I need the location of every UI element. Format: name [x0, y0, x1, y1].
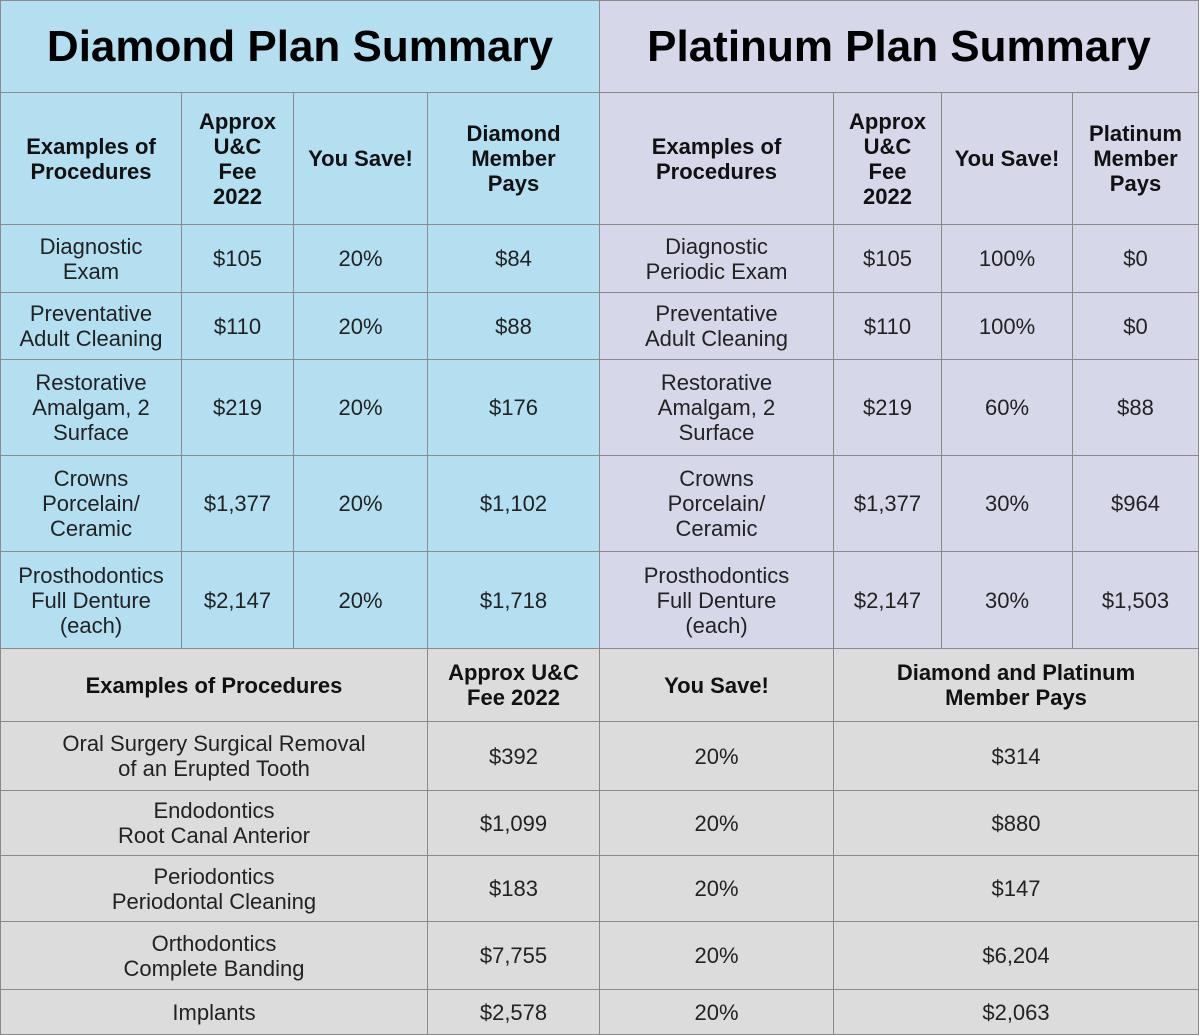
table-cell: $0	[1072, 224, 1199, 293]
table-cell: 100%	[941, 292, 1073, 360]
table-cell: Crowns Porcelain/ Ceramic	[0, 455, 182, 552]
table-cell: $183	[427, 855, 600, 922]
table-cell: $314	[833, 721, 1199, 791]
table-cell: 20%	[293, 551, 428, 649]
table-cell: 30%	[941, 551, 1073, 649]
table-cell: $84	[427, 224, 600, 293]
table-cell: $964	[1072, 455, 1199, 552]
column-header: Examples of Procedures	[599, 92, 834, 225]
table-cell: Restorative Amalgam, 2 Surface	[599, 359, 834, 456]
table-cell: $110	[833, 292, 942, 360]
table-cell: Diagnostic Exam	[0, 224, 182, 293]
column-header: Examples of Procedures	[0, 648, 428, 722]
column-header: Diamond and Platinum Member Pays	[833, 648, 1199, 722]
table-cell: Oral Surgery Surgical Removal of an Erup…	[0, 721, 428, 791]
table-cell: $110	[181, 292, 294, 360]
table-cell: $1,377	[833, 455, 942, 552]
table-cell: 20%	[293, 224, 428, 293]
plan-title: Diamond Plan Summary	[0, 0, 600, 93]
column-header: Approx U&C Fee 2022	[833, 92, 942, 225]
table-cell: Crowns Porcelain/ Ceramic	[599, 455, 834, 552]
table-cell: Diagnostic Periodic Exam	[599, 224, 834, 293]
table-cell: $88	[1072, 359, 1199, 456]
table-cell: Restorative Amalgam, 2 Surface	[0, 359, 182, 456]
plan-title: Platinum Plan Summary	[599, 0, 1199, 93]
table-cell: $105	[181, 224, 294, 293]
table-cell: $1,718	[427, 551, 600, 649]
table-cell: $880	[833, 790, 1199, 856]
table-cell: $147	[833, 855, 1199, 922]
table-cell: $176	[427, 359, 600, 456]
table-cell: $2,063	[833, 989, 1199, 1035]
table-cell: Preventative Adult Cleaning	[599, 292, 834, 360]
column-header: Approx U&C Fee 2022	[181, 92, 294, 225]
table-cell: $1,099	[427, 790, 600, 856]
column-header: Diamond Member Pays	[427, 92, 600, 225]
table-cell: Orthodontics Complete Banding	[0, 921, 428, 990]
table-cell: 100%	[941, 224, 1073, 293]
table-cell: $392	[427, 721, 600, 791]
table-cell: $2,147	[181, 551, 294, 649]
table-cell: $2,578	[427, 989, 600, 1035]
table-cell: Endodontics Root Canal Anterior	[0, 790, 428, 856]
table-cell: $0	[1072, 292, 1199, 360]
table-cell: $88	[427, 292, 600, 360]
table-cell: 20%	[293, 292, 428, 360]
table-cell: $2,147	[833, 551, 942, 649]
table-cell: Preventative Adult Cleaning	[0, 292, 182, 360]
table-cell: 20%	[599, 790, 834, 856]
table-cell: Prosthodontics Full Denture (each)	[599, 551, 834, 649]
table-cell: 20%	[599, 921, 834, 990]
table-cell: 20%	[293, 455, 428, 552]
table-cell: $1,503	[1072, 551, 1199, 649]
table-cell: $219	[181, 359, 294, 456]
column-header: You Save!	[599, 648, 834, 722]
table-cell: 20%	[599, 721, 834, 791]
table-cell: 30%	[941, 455, 1073, 552]
table-cell: $7,755	[427, 921, 600, 990]
table-cell: Periodontics Periodontal Cleaning	[0, 855, 428, 922]
column-header: You Save!	[941, 92, 1073, 225]
column-header: Platinum Member Pays	[1072, 92, 1199, 225]
column-header: You Save!	[293, 92, 428, 225]
table-cell: 20%	[293, 359, 428, 456]
table-cell: 20%	[599, 855, 834, 922]
table-cell: 20%	[599, 989, 834, 1035]
table-cell: 60%	[941, 359, 1073, 456]
table-cell: $1,102	[427, 455, 600, 552]
column-header: Examples of Procedures	[0, 92, 182, 225]
table-cell: $105	[833, 224, 942, 293]
table-cell: $1,377	[181, 455, 294, 552]
table-cell: $6,204	[833, 921, 1199, 990]
column-header: Approx U&C Fee 2022	[427, 648, 600, 722]
table-cell: $219	[833, 359, 942, 456]
table-cell: Implants	[0, 989, 428, 1035]
table-cell: Prosthodontics Full Denture (each)	[0, 551, 182, 649]
